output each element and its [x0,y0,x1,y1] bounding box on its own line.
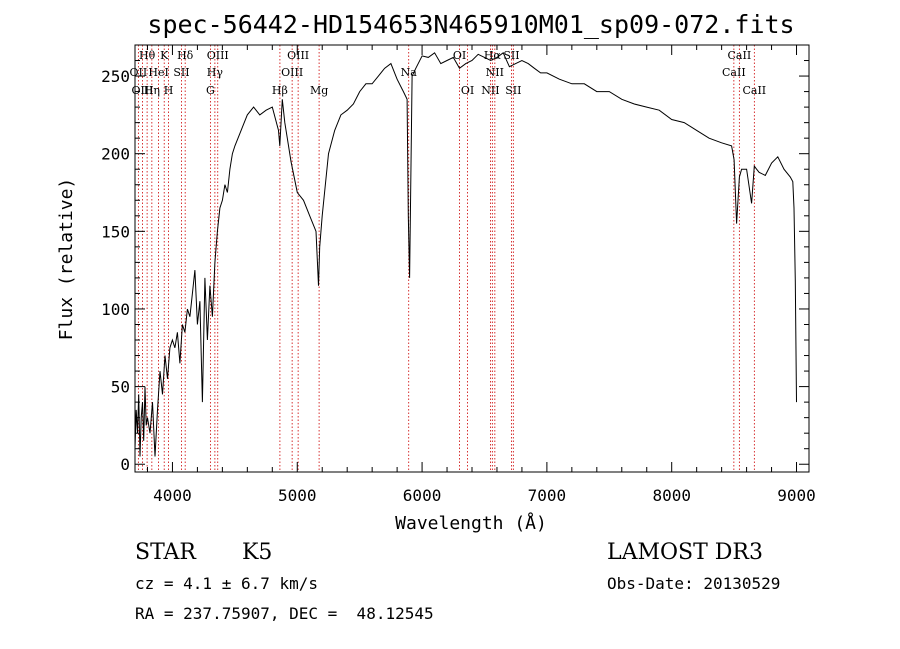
line-label: CaII [722,66,746,79]
y-tick-label: 100 [101,300,130,319]
line-label: K [160,49,169,62]
object-subclass: K5 [242,540,273,565]
line-label: NII [481,84,499,97]
line-label: Hθ [139,49,156,62]
x-tick-label: 8000 [652,486,691,505]
line-label: SII [173,66,189,79]
x-tick-label: 7000 [528,486,567,505]
line-label: Hβ [272,84,288,97]
redshift-cz: cz = 4.1 ± 6.7 km/s [135,574,319,593]
y-axis-label: Flux (relative) [56,178,77,341]
line-label: SII [503,49,519,62]
y-tick-label: 50 [111,378,130,397]
y-tick-label: 250 [101,67,130,86]
coordinates: RA = 237.75907, DEC = 48.12545 [135,604,434,623]
line-label: Hγ [207,66,224,79]
x-tick-label: 9000 [777,486,816,505]
line-label: SII [505,84,521,97]
line-label: OIII [207,49,229,62]
line-label: OI [453,49,466,62]
line-label: Mg [310,84,328,97]
y-tick-label: 150 [101,222,130,241]
y-tick-label: 200 [101,145,130,164]
line-label: OIII [131,84,153,97]
line-label: CaII [742,84,766,97]
line-label: H [164,84,174,97]
spectral-line-markers [137,45,755,472]
line-label: CaII [728,49,752,62]
spectrum-line [134,52,797,457]
x-tick-label: 4000 [153,486,192,505]
line-label: G [206,84,215,97]
chart-title: spec-56442-HD154653N465910M01_sp09-072.f… [147,10,794,39]
line-label: Hη [144,84,160,97]
line-label: OIII [281,66,303,79]
object-class: STAR [135,540,196,565]
plot-frame [134,44,810,473]
observation-date: Obs-Date: 20130529 [607,574,781,593]
line-label: Na [401,66,418,79]
x-tick-label: 6000 [403,486,442,505]
line-label: HeI [148,66,168,79]
survey-name: LAMOST DR3 [607,540,763,565]
y-tick-label: 0 [120,455,130,474]
line-label: OIII [287,49,309,62]
x-axis-ticks: 4000 5000 6000 7000 8000 9000 [146,45,816,505]
y-axis-ticks: 0 50 100 150 200 250 [101,60,809,474]
x-tick-label: 5000 [278,486,317,505]
line-label: OI [461,84,474,97]
spectral-line-labels: HθOIIOIIIHηHeIKHSIIHδGOIIIHγHβOIIIOIIIMg… [130,49,767,97]
line-label: NII [486,66,504,79]
x-axis-label: Wavelength (Å) [395,512,547,534]
line-label: OII [130,66,148,79]
line-label: Hδ [177,49,194,62]
